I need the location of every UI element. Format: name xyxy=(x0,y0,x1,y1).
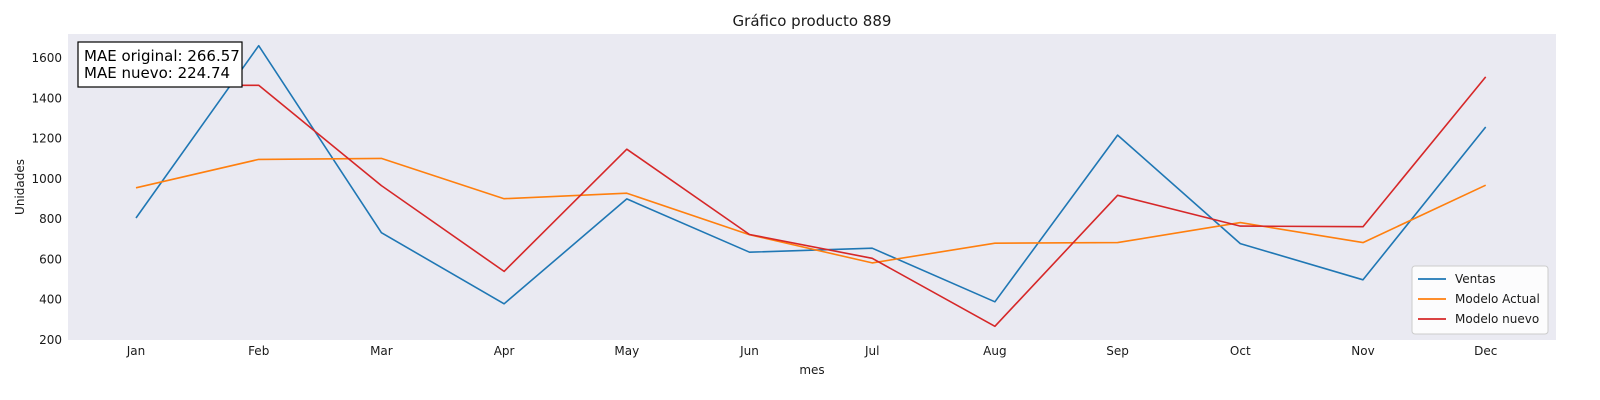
legend: Ventas Modelo Actual Modelo nuevo xyxy=(1411,265,1549,335)
x-tick-label: Apr xyxy=(494,344,515,358)
y-tick-label: 1400 xyxy=(31,91,62,105)
x-tick-label: Nov xyxy=(1351,344,1374,358)
x-tick-label: Aug xyxy=(983,344,1006,358)
x-tick-label: Jan xyxy=(126,344,146,358)
y-axis-ticks: 200 400 600 800 1000 1200 1400 1600 xyxy=(31,51,62,347)
legend-label-modelo-actual: Modelo Actual xyxy=(1455,292,1540,306)
x-tick-label: Jun xyxy=(739,344,759,358)
series-line-ventas xyxy=(135,44,1487,305)
y-tick-label: 1200 xyxy=(31,132,62,146)
x-tick-label: Mar xyxy=(370,344,393,358)
x-tick-label: Dec xyxy=(1474,344,1497,358)
x-tick-label: Oct xyxy=(1230,344,1251,358)
y-tick-label: 400 xyxy=(39,293,62,307)
series-line-modelo-nuevo xyxy=(136,76,1487,328)
annotation-frame xyxy=(77,41,243,88)
y-tick-label: 1600 xyxy=(31,51,62,65)
legend-label-ventas: Ventas xyxy=(1455,272,1496,286)
x-tick-label: Feb xyxy=(248,344,269,358)
y-tick-label: 800 xyxy=(39,212,62,226)
y-tick-label: 1000 xyxy=(31,172,62,186)
y-tick-label: 200 xyxy=(39,333,62,347)
legend-frame xyxy=(1411,265,1549,335)
annotation-mae-nuevo: MAE nuevo: 224.74 xyxy=(84,64,230,82)
y-axis-label: Unidades xyxy=(13,159,27,215)
chart-title: Gráfico producto 889 xyxy=(733,12,892,30)
plot-area xyxy=(68,34,1556,340)
x-tick-label: May xyxy=(614,344,639,358)
mae-annotation-box: MAE original: 266.57 MAE nuevo: 224.74 xyxy=(77,41,243,88)
legend-label-modelo-nuevo: Modelo nuevo xyxy=(1455,312,1539,326)
series-lines xyxy=(135,44,1487,328)
y-tick-label: 600 xyxy=(39,252,62,266)
annotation-mae-original: MAE original: 266.57 xyxy=(84,47,240,65)
x-tick-label: Jul xyxy=(864,344,879,358)
x-tick-label: Sep xyxy=(1106,344,1129,358)
x-axis-label: mes xyxy=(799,363,824,377)
x-axis-ticks: Jan Feb Mar Apr May Jun Jul Aug Sep Oct Nov Dec xyxy=(126,344,1498,358)
